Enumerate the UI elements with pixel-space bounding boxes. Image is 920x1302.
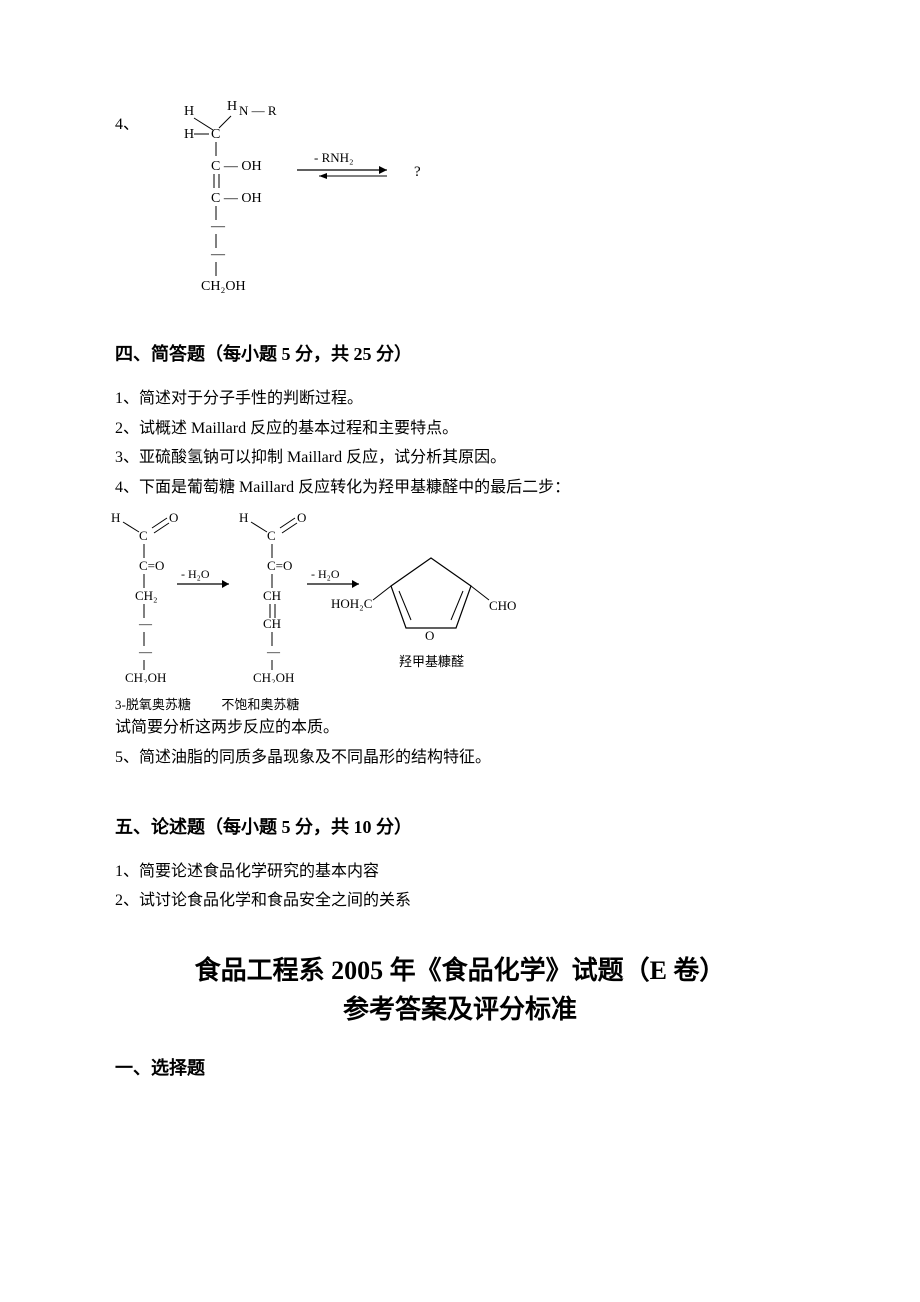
question-number: 4、: [115, 100, 139, 134]
svg-text:CH₂: CH₂: [135, 588, 158, 603]
svg-text:O: O: [425, 628, 434, 643]
svg-text:- H₂O: - H₂O: [311, 567, 340, 581]
q4-4: 4、下面是葡萄糖 Maillard 反应转化为羟甲基糠醛中的最后二步：: [115, 473, 805, 503]
q4-5: 5、简述油脂的同质多晶现象及不同晶形的结构特征。: [115, 743, 805, 773]
svg-text:CHO: CHO: [489, 598, 516, 613]
chem-label: H: [184, 127, 194, 142]
answer-title: 食品工程系 2005 年《食品化学》试题（E 卷） 参考答案及评分标准: [115, 950, 805, 1026]
caption-right: 不饱和奥苏糖: [221, 697, 299, 712]
svg-text:C=O: C=O: [139, 558, 164, 573]
svg-text:O: O: [169, 510, 178, 525]
svg-text:羟甲基糠醛: 羟甲基糠醛: [399, 654, 464, 669]
chem-structure-2: H O C C=O CH₂ — — CH₂OH - H₂O H O: [111, 508, 611, 683]
q4-3: 3、亚硫酸氢钠可以抑制 Maillard 反应，试分析其原因。: [115, 443, 805, 473]
chem-label: C — OH: [211, 159, 262, 174]
chem-label: C — OH: [211, 191, 262, 206]
chem-label: H: [184, 104, 194, 119]
chem-label: C: [211, 127, 220, 142]
svg-text:CH₂OH: CH₂OH: [253, 670, 294, 683]
svg-text:C: C: [267, 528, 276, 543]
chem-label: N — R: [239, 103, 277, 118]
chem-label: - RNH₂: [314, 150, 354, 165]
section-1-heading: 一、选择题: [115, 1054, 805, 1080]
section-5-heading: 五、论述题（每小题 5 分，共 10 分）: [115, 813, 805, 839]
caption-left: 3-脱氧奥苏糖: [115, 697, 191, 712]
title-line-1: 食品工程系 2005 年《食品化学》试题（E 卷）: [115, 950, 805, 987]
svg-text:—: —: [138, 616, 153, 631]
svg-text:—: —: [266, 644, 281, 659]
svg-text:C: C: [139, 528, 148, 543]
chem-label: H: [227, 100, 237, 114]
chem-label: —: [210, 247, 226, 262]
section-4-heading: 四、简答题（每小题 5 分，共 25 分）: [115, 340, 805, 366]
svg-text:O: O: [297, 510, 306, 525]
svg-text:H: H: [111, 510, 120, 525]
svg-text:C=O: C=O: [267, 558, 292, 573]
question-4-row: 4、 H H N — R H C C — OH: [115, 100, 805, 300]
svg-text:H: H: [239, 510, 248, 525]
q4-4b: 试简要分析这两步反应的本质。: [115, 713, 805, 743]
svg-text:CH: CH: [263, 616, 281, 631]
q5-1: 1、简要论述食品化学研究的基本内容: [115, 857, 805, 887]
chem-structure-1: H H N — R H C C — OH C — OH: [169, 100, 469, 300]
chem-label: ?: [414, 164, 421, 180]
svg-text:CH: CH: [263, 588, 281, 603]
q4-2: 2、试概述 Maillard 反应的基本过程和主要特点。: [115, 414, 805, 444]
diagram-caption: 3-脱氧奥苏糖 不饱和奥苏糖: [115, 694, 805, 713]
q5-2: 2、试讨论食品化学和食品安全之间的关系: [115, 886, 805, 916]
page: 4、 H H N — R H C C — OH: [0, 0, 920, 1140]
svg-text:- H₂O: - H₂O: [181, 567, 210, 581]
chem-label: CH₂OH: [201, 279, 246, 294]
title-line-2: 参考答案及评分标准: [115, 989, 805, 1026]
q4-1: 1、简述对于分子手性的判断过程。: [115, 384, 805, 414]
svg-text:CH₂OH: CH₂OH: [125, 670, 166, 683]
svg-text:—: —: [138, 644, 153, 659]
svg-text:HOH₂C: HOH₂C: [331, 596, 372, 611]
chem-label: —: [210, 219, 226, 234]
